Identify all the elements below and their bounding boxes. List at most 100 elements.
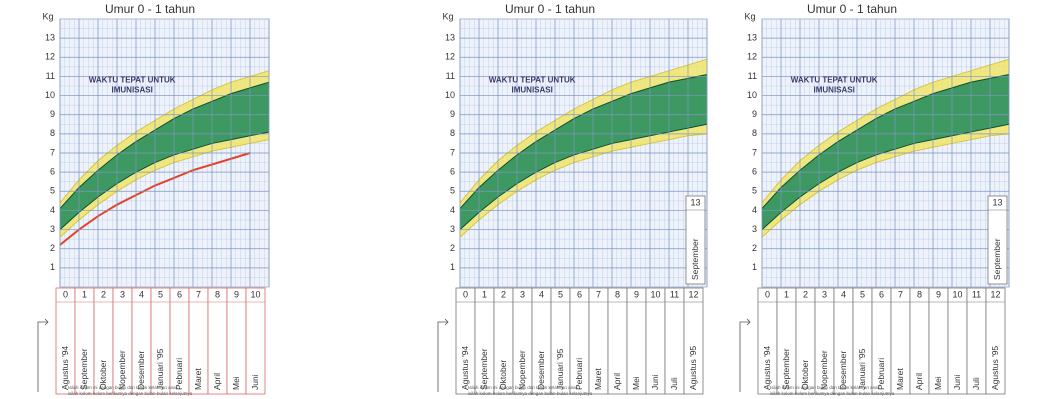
month-number: 10 — [650, 289, 660, 299]
series-line — [60, 131, 269, 230]
month-number: 0 — [463, 289, 468, 299]
annotation: IMUNISASI — [814, 85, 855, 94]
month-box — [985, 287, 1006, 395]
month-name: Nopember — [117, 350, 127, 390]
annotation: WAKTU TEPAT UNTUK — [489, 75, 576, 84]
month-name: Juni — [650, 374, 660, 390]
month-number: 3 — [520, 289, 525, 299]
month-number: 11 — [972, 289, 981, 299]
month-name: Mei — [631, 376, 641, 390]
y-axis-label: Kg — [744, 11, 755, 21]
month-name: Nopember — [517, 350, 527, 390]
footnote: isilah kolom-kolom berikutnya dengan bul… — [770, 391, 895, 396]
month-number: 5 — [558, 289, 563, 299]
month-number: 10 — [952, 289, 962, 299]
extra-box — [987, 195, 1008, 285]
month-number: 6 — [177, 289, 182, 299]
y-tick-label: 1 — [50, 262, 55, 272]
y-tick-label: 11 — [748, 71, 757, 81]
month-name: September — [690, 238, 700, 280]
month-name: Maret — [193, 368, 203, 390]
month-number: 9 — [634, 289, 639, 299]
month-name: April — [612, 373, 622, 390]
y-tick-label: 8 — [752, 128, 757, 138]
y-tick-label: 3 — [50, 224, 55, 234]
y-axis-label: Kg — [42, 11, 53, 21]
series-line — [762, 74, 1009, 209]
chart-title: Umur 0 - 1 tahun — [505, 2, 595, 16]
month-name: Oktober — [800, 360, 810, 390]
month-name: Agustus '95 — [688, 346, 698, 390]
month-number: 12 — [688, 289, 698, 299]
y-tick-label: 10 — [445, 90, 455, 100]
month-number: 7 — [596, 289, 601, 299]
month-name: Desember — [136, 351, 146, 390]
y-tick-label: 1 — [752, 262, 757, 272]
month-name: Januari '95 — [857, 348, 867, 390]
month-number: 1 — [784, 289, 789, 299]
y-tick-label: 7 — [50, 147, 55, 157]
extra-box — [685, 195, 706, 285]
y-tick-label: 6 — [450, 167, 455, 177]
month-number: 0 — [63, 289, 68, 299]
month-name: Oktober — [498, 360, 508, 390]
y-tick-label: 2 — [450, 243, 455, 253]
month-name: Mei — [231, 376, 241, 390]
y-tick-label: 10 — [45, 90, 55, 100]
series-line — [60, 139, 269, 238]
y-tick-label: 9 — [50, 109, 55, 119]
month-number: 13 — [690, 197, 700, 207]
month-name: April — [914, 373, 924, 390]
y-tick-label: 11 — [446, 71, 455, 81]
y-tick-label: 7 — [752, 147, 757, 157]
y-tick-label: 6 — [752, 167, 757, 177]
series-line — [460, 74, 707, 209]
y-tick-label: 7 — [450, 147, 455, 157]
month-name: Januari '95 — [155, 348, 165, 390]
arrow — [739, 318, 751, 392]
y-axis-label: Kg — [442, 11, 453, 21]
month-number: 2 — [101, 289, 106, 299]
month-name: April — [212, 373, 222, 390]
month-number: 1 — [82, 289, 87, 299]
series-line — [762, 123, 1009, 230]
annotation: WAKTU TEPAT UNTUK — [791, 75, 878, 84]
month-name: Pebruari — [574, 358, 584, 390]
month-number: 7 — [898, 289, 903, 299]
y-tick-label: 2 — [50, 243, 55, 253]
month-box — [683, 287, 704, 395]
month-number: 10 — [250, 289, 260, 299]
y-tick-label: 12 — [445, 52, 455, 62]
series-line — [460, 123, 707, 230]
month-number: 11 — [670, 289, 679, 299]
footnote: isilah kolom-kolom berikutnya dengan bul… — [68, 391, 193, 396]
month-number: 8 — [615, 289, 620, 299]
y-tick-label: 12 — [747, 52, 757, 62]
y-tick-label: 9 — [752, 109, 757, 119]
y-tick-label: 9 — [450, 109, 455, 119]
arrow — [437, 318, 449, 392]
y-tick-label: 8 — [450, 128, 455, 138]
month-name: Maret — [895, 368, 905, 390]
month-number: 4 — [139, 289, 144, 299]
y-tick-label: 5 — [50, 186, 55, 196]
annotation: WAKTU TEPAT UNTUK — [89, 75, 176, 84]
y-tick-label: 4 — [450, 205, 455, 215]
month-number: 12 — [990, 289, 1000, 299]
month-name: Agustus '95 — [990, 346, 1000, 390]
month-number: 8 — [215, 289, 220, 299]
y-tick-label: 13 — [445, 33, 455, 43]
month-name: Oktober — [98, 360, 108, 390]
month-name: Juni — [952, 374, 962, 390]
month-name: Agustus '94 — [762, 346, 772, 390]
series-line — [460, 133, 707, 238]
y-tick-label: 6 — [50, 167, 55, 177]
month-box — [245, 287, 266, 395]
month-number: 1 — [482, 289, 487, 299]
month-number: 9 — [936, 289, 941, 299]
month-name: Agustus '94 — [460, 346, 470, 390]
month-name: Nopember — [819, 350, 829, 390]
month-name: Maret — [593, 368, 603, 390]
month-number: 9 — [234, 289, 239, 299]
chart-title: Umur 0 - 1 tahun — [105, 2, 195, 16]
